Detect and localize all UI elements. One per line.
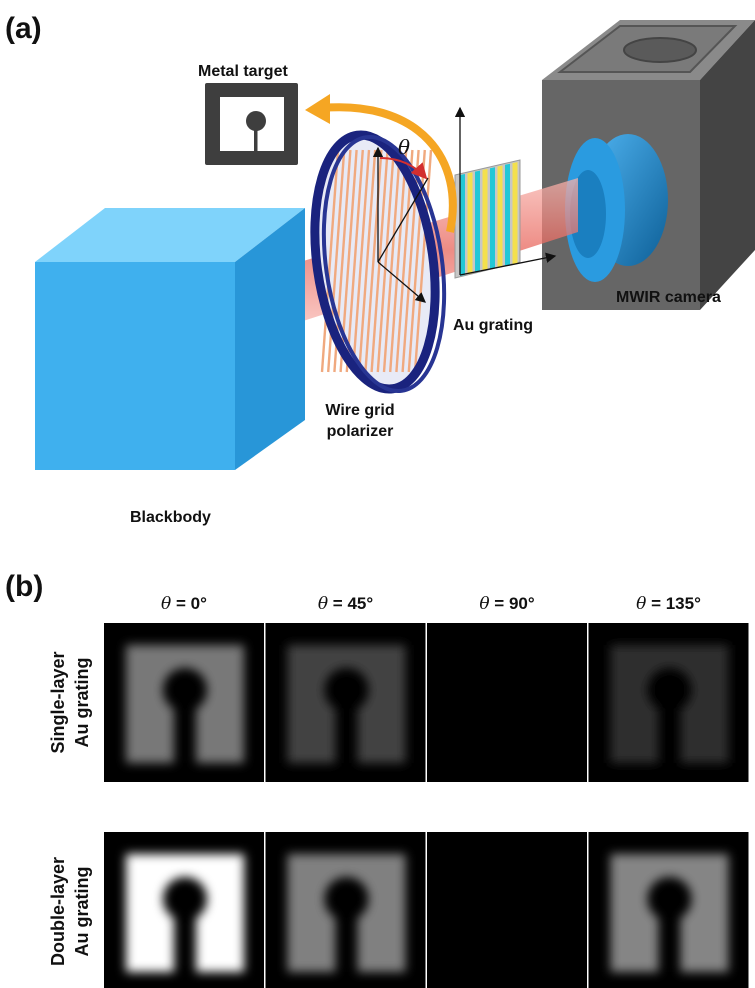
row-label-line2: Au grating xyxy=(72,658,92,748)
polarizer-wire xyxy=(351,149,371,373)
mwir-camera xyxy=(542,20,755,310)
theta-symbol: θ xyxy=(398,135,410,159)
mwir-camera-label: MWIR camera xyxy=(616,289,721,306)
column-header-1: θ = 45° xyxy=(318,594,374,614)
thermal-image xyxy=(265,832,426,988)
polarizer-wire xyxy=(382,149,402,373)
thermal-image xyxy=(588,832,749,988)
polarizer-wire xyxy=(376,149,395,373)
blackbody-cube xyxy=(35,208,305,470)
au-grating-label: Au grating xyxy=(453,317,533,334)
row-label-line1: Single-layer xyxy=(48,651,68,753)
theta-symbol: θ xyxy=(636,594,646,614)
panel-a-label: (a) xyxy=(5,12,42,45)
blackbody-label: Blackbody xyxy=(130,509,211,526)
theta-value: = 45° xyxy=(328,594,373,613)
theta-value: = 135° xyxy=(646,594,701,613)
au-grating xyxy=(454,159,521,279)
polarizer-wire xyxy=(413,149,433,373)
grating-stripe xyxy=(512,162,518,265)
thermal-image xyxy=(104,832,264,988)
thermal-image xyxy=(427,832,587,988)
theta-symbol: θ xyxy=(318,594,328,614)
grating-stripe xyxy=(482,168,488,271)
theta-symbol: θ xyxy=(479,594,489,614)
panel-b: (b) θ = 0° θ = 45° θ = 90° θ = 135° Single-… xyxy=(5,570,749,988)
theta-symbol: θ xyxy=(161,594,171,614)
curved-arrow-head xyxy=(305,94,330,124)
target-emission xyxy=(126,645,244,763)
target-emission xyxy=(126,854,244,972)
theta-arc xyxy=(379,157,428,180)
polarizer-wire xyxy=(370,149,389,373)
image-grid xyxy=(104,623,749,988)
metal-target-label: Metal target xyxy=(198,63,288,80)
target-emission xyxy=(287,854,406,972)
thermal-image xyxy=(265,623,426,782)
polarizer-wire xyxy=(389,149,408,373)
thermal-image xyxy=(104,623,264,782)
grating-stripe xyxy=(467,172,473,275)
theta-value: = 0° xyxy=(171,594,207,613)
grating-stripe xyxy=(460,174,465,276)
panel-a: (a) xyxy=(5,12,755,526)
theta-value: = 90° xyxy=(490,594,535,613)
axis-horizontal xyxy=(459,252,557,276)
target-emission xyxy=(610,645,729,763)
thermal-image xyxy=(588,623,749,782)
target-emission xyxy=(287,645,406,763)
polarizer-axis-rotated xyxy=(377,177,429,263)
grating-stripe xyxy=(490,167,495,270)
grating-stripe xyxy=(475,170,480,273)
row-label-line1: Double-layer xyxy=(48,857,68,966)
column-header-3: θ = 135° xyxy=(636,594,701,614)
polarizer-wire xyxy=(364,149,383,373)
wire-grid-polarizer xyxy=(310,130,447,394)
polarizer-wire xyxy=(345,149,364,373)
polarizer-wire xyxy=(320,149,340,373)
wire-grid-label-line2: polarizer xyxy=(327,423,394,440)
grating-stripe xyxy=(505,163,510,266)
wire-grid-label-line1: Wire grid xyxy=(325,402,394,419)
polarizer-axis-horizontal xyxy=(377,261,426,303)
polarizer-wire xyxy=(358,149,377,373)
metal-target-icon xyxy=(205,83,298,165)
panel-b-label: (b) xyxy=(5,570,43,603)
column-header-2: θ = 90° xyxy=(479,594,535,614)
grating-stripe xyxy=(497,165,503,268)
column-headers: θ = 0° θ = 45° θ = 90° θ = 135° xyxy=(161,594,701,614)
target-emission xyxy=(610,854,729,972)
thermal-image xyxy=(427,623,587,782)
curved-arrow xyxy=(321,103,457,233)
row-label-line2: Au grating xyxy=(72,867,92,957)
column-header-0: θ = 0° xyxy=(161,594,207,614)
